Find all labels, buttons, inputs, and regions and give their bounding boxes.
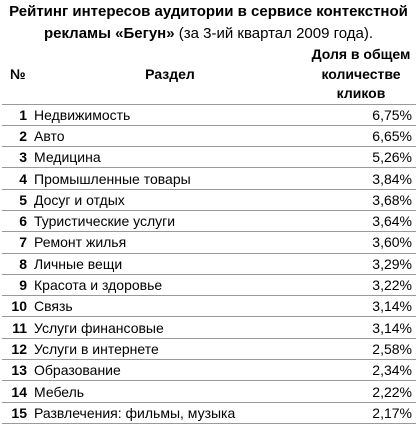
row-section: Услуги в интернете xyxy=(34,338,306,361)
table-row: 5 Досуг и отдых 3,68% xyxy=(2,189,416,211)
rating-table: № Раздел Доля в общем количестве кликов … xyxy=(2,45,416,424)
row-number: 8 xyxy=(2,253,34,275)
row-section: Личные вещи xyxy=(34,253,306,275)
row-section: Ремонт жилья xyxy=(34,231,306,254)
row-number: 15 xyxy=(2,402,34,424)
row-section: Промышленные товары xyxy=(34,167,306,190)
row-share: 2,17% xyxy=(306,402,416,424)
row-section: Образование xyxy=(34,359,306,382)
row-section: Недвижимость xyxy=(34,104,306,126)
row-share: 2,22% xyxy=(306,380,416,403)
table-row: 3 Медицина 5,26% xyxy=(2,146,416,169)
row-number: 9 xyxy=(2,274,34,297)
row-share: 3,14% xyxy=(306,316,416,339)
row-number: 6 xyxy=(2,210,34,233)
row-share: 3,68% xyxy=(306,189,416,211)
row-share: 3,29% xyxy=(306,253,416,275)
table-row: 15 Развлечения: фильмы, музыка 2,17% xyxy=(2,402,416,424)
table-header-row: № Раздел Доля в общем количестве кликов xyxy=(2,45,416,105)
row-section: Досуг и отдых xyxy=(34,189,306,211)
row-share: 3,84% xyxy=(306,167,416,190)
table-title: Рейтинг интересов аудитории в сервисе ко… xyxy=(0,0,417,45)
table-row: 9 Красота и здоровье 3,22% xyxy=(2,274,416,297)
row-section: Услуги финансовые xyxy=(34,316,306,339)
row-share: 3,14% xyxy=(306,295,416,318)
row-section: Авто xyxy=(34,125,306,148)
table-row: 6 Туристические услуги 3,64% xyxy=(2,210,416,233)
row-section: Связь xyxy=(34,295,306,318)
row-share: 5,26% xyxy=(306,146,416,169)
row-number: 3 xyxy=(2,146,34,169)
row-number: 13 xyxy=(2,359,34,382)
row-number: 10 xyxy=(2,295,34,318)
row-share: 3,22% xyxy=(306,274,416,297)
table-body: 1 Недвижимость 6,75% 2 Авто 6,65% 3 Медицина 5,2… xyxy=(2,104,416,424)
row-share: 3,60% xyxy=(306,231,416,254)
row-number: 12 xyxy=(2,338,34,361)
table-row: 1 Недвижимость 6,75% xyxy=(2,104,416,126)
row-share: 6,65% xyxy=(306,125,416,148)
table-row: 8 Личные вещи 3,29% xyxy=(2,253,416,275)
row-share: 2,34% xyxy=(306,359,416,382)
row-section: Красота и здоровье xyxy=(34,274,306,297)
table-title-bold: Рейтинг интересов аудитории в сервисе ко… xyxy=(9,3,408,42)
row-number: 1 xyxy=(2,104,34,126)
table-row: 10 Связь 3,14% xyxy=(2,295,416,318)
table-row: 13 Образование 2,34% xyxy=(2,359,416,382)
table-row: 12 Услуги в интернете 2,58% xyxy=(2,338,416,361)
row-number: 7 xyxy=(2,231,34,254)
row-number: 5 xyxy=(2,189,34,211)
header-section: Раздел xyxy=(34,45,306,105)
row-section: Туристические услуги xyxy=(34,210,306,233)
row-number: 4 xyxy=(2,167,34,190)
row-number: 2 xyxy=(2,125,34,148)
header-share: Доля в общем количестве кликов xyxy=(306,45,416,105)
row-section: Медицина xyxy=(34,146,306,169)
row-share: 3,64% xyxy=(306,210,416,233)
row-number: 11 xyxy=(2,316,34,339)
row-share: 2,58% xyxy=(306,338,416,361)
row-section: Мебель xyxy=(34,380,306,403)
table-title-period: (за 3-ий квартал 2009 года). xyxy=(174,25,374,42)
table-row: 7 Ремонт жилья 3,60% xyxy=(2,231,416,254)
table-row: 11 Услуги финансовые 3,14% xyxy=(2,316,416,339)
table-row: 2 Авто 6,65% xyxy=(2,125,416,148)
row-section: Развлечения: фильмы, музыка xyxy=(34,402,306,424)
row-share: 6,75% xyxy=(306,104,416,126)
header-num: № xyxy=(2,45,34,105)
table-row: 14 Мебель 2,22% xyxy=(2,380,416,403)
table-row: 4 Промышленные товары 3,84% xyxy=(2,167,416,190)
row-number: 14 xyxy=(2,380,34,403)
